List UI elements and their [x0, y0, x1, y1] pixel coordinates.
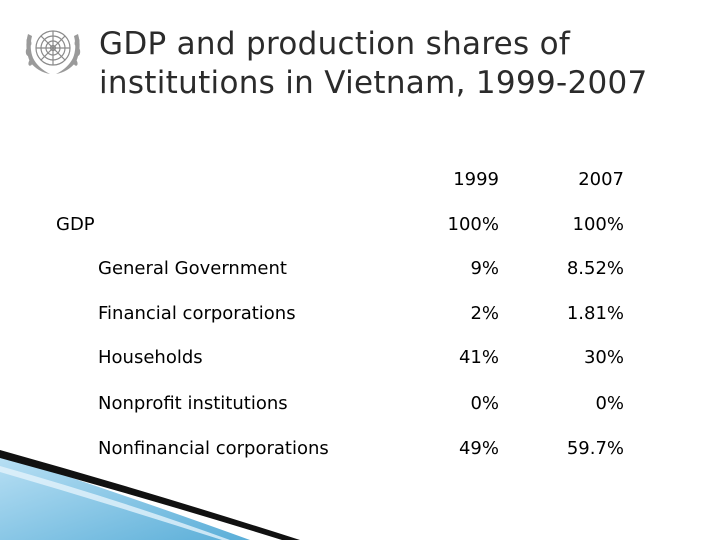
column-header-2007: 2007	[578, 169, 624, 190]
row-gdp-1999: 100%	[447, 214, 499, 235]
slide-title: GDP and production shares of institution…	[99, 25, 709, 103]
swoosh-light-line	[0, 466, 230, 540]
row-financial-corporations-1999: 2%	[470, 303, 499, 324]
row-label-nonprofit-institutions: Nonprofit institutions	[98, 393, 288, 414]
row-label-nonfinancial-corporations: Nonfinancial corporations	[98, 438, 329, 459]
title-line-1: GDP and production shares of	[99, 26, 571, 62]
row-financial-corporations-2007: 1.81%	[566, 303, 624, 324]
decorative-swoosh	[0, 450, 300, 540]
row-households-2007: 30%	[583, 347, 624, 368]
row-label-financial-corporations: Financial corporations	[98, 303, 296, 324]
swoosh-blue-band	[0, 454, 250, 540]
row-nonfinancial-corporations-2007: 59.7%	[566, 438, 624, 459]
row-nonprofit-institutions-2007: 0%	[595, 393, 624, 414]
row-nonfinancial-corporations-1999: 49%	[458, 438, 499, 459]
un-emblem-icon	[25, 30, 81, 74]
swoosh-dark-band	[0, 450, 300, 540]
row-label-general-government: General Government	[98, 258, 287, 279]
row-general-government-1999: 9%	[470, 258, 499, 279]
row-nonprofit-institutions-1999: 0%	[470, 393, 499, 414]
row-label-gdp: GDP	[56, 214, 95, 235]
column-header-1999: 1999	[453, 169, 499, 190]
row-households-1999: 41%	[458, 347, 499, 368]
row-general-government-2007: 8.52%	[566, 258, 624, 279]
row-gdp-2007: 100%	[572, 214, 624, 235]
row-label-households: Households	[98, 347, 203, 368]
title-line-2: institutions in Vietnam, 1999-2007	[99, 65, 648, 101]
